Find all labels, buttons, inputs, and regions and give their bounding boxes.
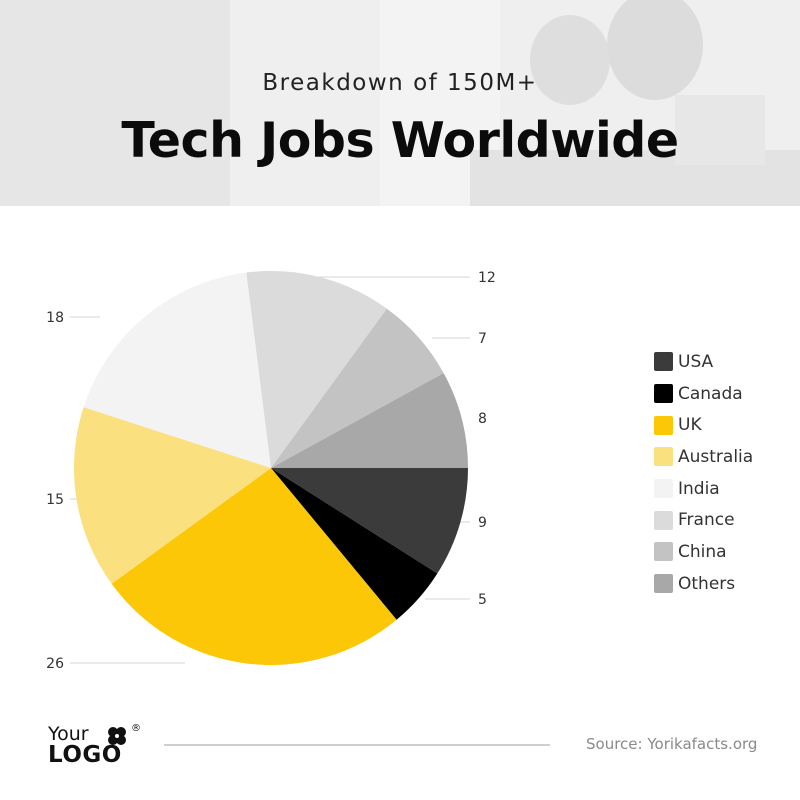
logo-text-bottom: LOGO bbox=[48, 742, 122, 768]
legend-item-canada: Canada bbox=[654, 378, 753, 410]
legend-swatch bbox=[654, 510, 673, 530]
value-label-others: 8 bbox=[478, 411, 487, 427]
chart-subtitle: Breakdown of 150M+ bbox=[262, 70, 538, 96]
source-credit: Source: Yorikafacts.org bbox=[586, 735, 758, 753]
brand-logo: Your LOGO ® bbox=[48, 723, 148, 769]
header-banner: Breakdown of 150M+ Tech Jobs Worldwide bbox=[0, 0, 800, 206]
legend-label: France bbox=[678, 510, 735, 531]
value-label-uk: 26 bbox=[46, 656, 64, 672]
legend-swatch bbox=[654, 415, 673, 435]
photo-person-2 bbox=[607, 0, 703, 100]
legend-item-china: China bbox=[654, 536, 753, 568]
legend-item-others: Others bbox=[654, 568, 753, 600]
photo-laptop bbox=[675, 95, 765, 165]
legend-swatch bbox=[654, 352, 673, 372]
value-label-india: 18 bbox=[46, 310, 64, 326]
value-label-france: 12 bbox=[478, 270, 496, 286]
legend-label: Others bbox=[678, 573, 736, 594]
legend-label: UK bbox=[678, 415, 702, 436]
legend-item-usa: USA bbox=[654, 346, 753, 378]
header-photo bbox=[0, 0, 800, 206]
value-label-australia: 15 bbox=[46, 492, 64, 508]
pie-slice-australia bbox=[73, 407, 271, 584]
legend-item-india: India bbox=[654, 473, 753, 505]
photo-overlay bbox=[0, 0, 800, 206]
legend-item-uk: UK bbox=[654, 409, 753, 441]
pie-slice-india bbox=[83, 272, 271, 468]
value-label-china: 7 bbox=[478, 331, 487, 347]
registered-mark: ® bbox=[131, 723, 141, 734]
pie-slice-usa bbox=[271, 468, 468, 574]
pie-slice-others bbox=[271, 373, 468, 468]
legend-swatch bbox=[654, 384, 673, 404]
legend-swatch bbox=[654, 574, 673, 594]
photo-wall-left bbox=[0, 0, 230, 206]
legend-label: Canada bbox=[678, 383, 743, 404]
logo-text-top: Your bbox=[48, 723, 89, 745]
legend-label: Australia bbox=[678, 446, 754, 467]
legend-label: China bbox=[678, 541, 727, 562]
logo-clover-icon bbox=[108, 727, 126, 745]
pie-slice-uk bbox=[111, 468, 397, 665]
chart-legend: USA Canada UK Australia India France China Othe… bbox=[654, 346, 753, 600]
pie-slice-france bbox=[246, 270, 387, 468]
chart-title: Tech Jobs Worldwide bbox=[121, 112, 679, 169]
pie-chart: 9 5 26 15 18 12 7 8 bbox=[46, 270, 496, 672]
legend-label: USA bbox=[678, 351, 714, 372]
photo-person-1 bbox=[530, 15, 610, 105]
value-label-canada: 5 bbox=[478, 592, 487, 608]
legend-swatch bbox=[654, 447, 673, 467]
legend-item-australia: Australia bbox=[654, 441, 753, 473]
legend-item-france: France bbox=[654, 504, 753, 536]
legend-swatch bbox=[654, 542, 673, 562]
legend-label: India bbox=[678, 478, 720, 499]
pie-slice-china bbox=[271, 308, 444, 468]
value-label-usa: 9 bbox=[478, 515, 487, 531]
legend-swatch bbox=[654, 479, 673, 499]
footer-divider bbox=[164, 744, 550, 746]
pie-slice-canada bbox=[271, 468, 438, 620]
